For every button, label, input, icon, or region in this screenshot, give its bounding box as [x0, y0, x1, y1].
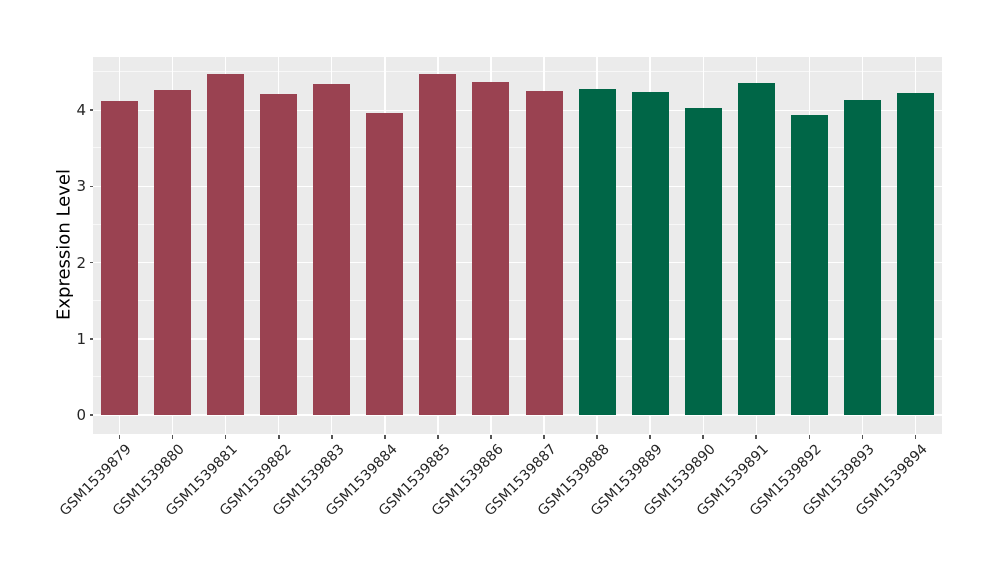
y-tick-mark: [89, 185, 93, 188]
x-tick-mark: [277, 435, 280, 439]
bar: [419, 74, 457, 415]
x-tick-mark: [224, 435, 227, 439]
y-tick-label: 1: [76, 329, 86, 348]
bar: [101, 101, 139, 415]
x-tick-mark: [490, 435, 492, 439]
x-tick-mark: [596, 435, 598, 439]
bar: [843, 100, 881, 415]
gridline-y-major: [93, 338, 942, 340]
x-tick-mark: [171, 435, 174, 439]
gridline-y-major: [93, 261, 942, 264]
bar: [896, 92, 934, 415]
y-tick-mark: [89, 338, 93, 340]
y-tick-label: 4: [76, 101, 86, 120]
gridline-y-major: [93, 185, 942, 188]
bar: [578, 88, 616, 415]
x-tick-mark: [808, 435, 811, 439]
x-tick-mark: [118, 435, 121, 439]
plot-panel: [93, 57, 942, 434]
x-tick-mark: [649, 435, 651, 439]
x-tick-mark: [914, 435, 917, 439]
gridline-y-major: [93, 109, 942, 111]
bar: [631, 91, 669, 415]
x-tick-mark: [702, 435, 704, 439]
gridline-y-minor: [93, 147, 942, 149]
gridline-y-minor: [93, 375, 942, 377]
x-tick-mark: [861, 435, 864, 439]
x-tick-mark: [384, 435, 386, 439]
bar: [366, 112, 404, 415]
bar: [684, 107, 722, 415]
bar: [472, 82, 510, 415]
y-tick-label: 2: [76, 253, 86, 272]
y-tick-mark: [89, 109, 93, 111]
x-tick-mark: [543, 435, 545, 439]
gridline-y-minor: [93, 223, 942, 225]
gridline-y-major: [93, 414, 942, 416]
bar: [525, 91, 563, 415]
y-tick-label: 0: [76, 406, 86, 424]
y-tick-mark: [89, 261, 93, 264]
y-tick-label: 3: [76, 177, 86, 196]
bar: [260, 94, 298, 415]
bar: [790, 114, 828, 415]
x-tick-mark: [755, 435, 758, 439]
x-tick-mark: [437, 435, 439, 439]
y-axis-title: Expression Level: [53, 169, 75, 320]
bar: [313, 84, 351, 415]
x-tick-mark: [330, 435, 333, 439]
y-tick-mark: [89, 414, 93, 416]
bar: [207, 74, 245, 415]
bar: [154, 89, 192, 415]
bar: [737, 82, 775, 415]
gridline-y-minor: [93, 299, 942, 301]
gridline-y-minor: [93, 71, 942, 73]
